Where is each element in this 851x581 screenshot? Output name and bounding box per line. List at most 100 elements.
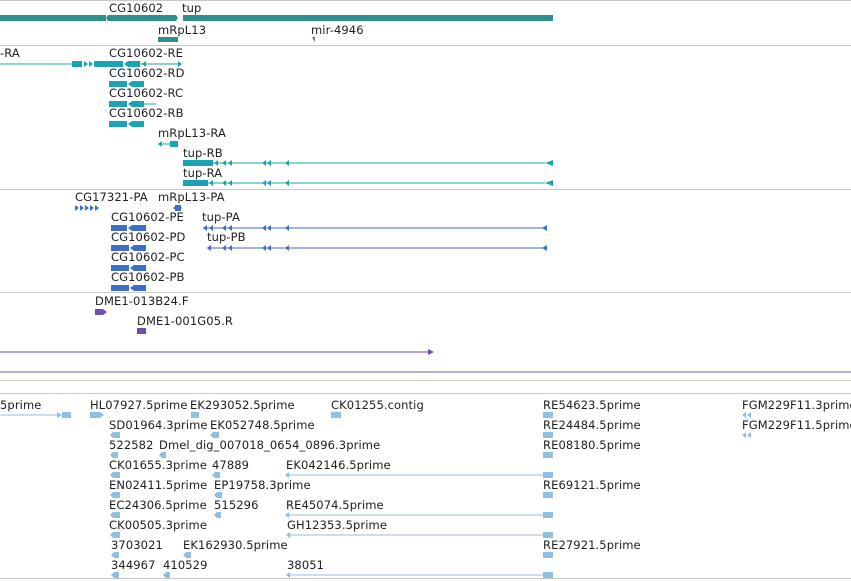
est-label[interactable]: RE54623.5prime (543, 398, 641, 412)
est-feature[interactable] (543, 492, 553, 498)
transcript-cg10602-re[interactable] (109, 61, 182, 67)
protein-tup-pb[interactable] (207, 245, 547, 251)
gene-glyph-left[interactable] (0, 15, 106, 21)
transcript-cg10602-rd[interactable] (109, 81, 144, 87)
est-feature[interactable] (163, 572, 170, 578)
est-label[interactable]: CK00505.3prime (109, 518, 208, 532)
est-label[interactable]: Dmel_dig_007018_0654_0896.3prime (159, 438, 381, 452)
gene-label-cg10602[interactable]: CG10602 (109, 1, 164, 15)
protein-cg17321-pa[interactable] (75, 205, 99, 211)
est-label[interactable]: 47889 (212, 458, 250, 472)
est-feature[interactable] (543, 412, 553, 418)
protein-label[interactable]: CG10602-PB (111, 270, 185, 284)
protein-mrpl13-pa[interactable] (173, 205, 182, 211)
est-label[interactable]: CK01255.contig (331, 398, 424, 412)
est-feature[interactable] (111, 552, 119, 558)
transcript-mrpl13-ra[interactable] (158, 141, 178, 147)
est-label[interactable]: 5prime (0, 398, 42, 412)
transcript-ra-left[interactable] (0, 61, 109, 67)
est-feature[interactable] (285, 472, 553, 478)
protein-label[interactable]: CG10602-PD (111, 230, 186, 244)
est-feature[interactable] (543, 432, 553, 438)
transcript-label[interactable]: tup-RB (183, 146, 223, 160)
est-label[interactable]: SD01964.3prime (109, 418, 208, 432)
est-feature[interactable] (212, 472, 220, 478)
est-label[interactable]: 515296 (214, 498, 259, 512)
est-feature[interactable] (110, 432, 120, 438)
protein-label[interactable]: tup-PA (202, 210, 240, 224)
est-feature[interactable] (286, 532, 553, 538)
est-label[interactable]: 410529 (163, 558, 208, 572)
est-label[interactable]: EP19758.3prime (214, 478, 311, 492)
transcript-cg10602-rc[interactable] (109, 101, 156, 107)
protein-label[interactable]: CG10602-PE (111, 210, 184, 224)
est-feature[interactable] (331, 412, 341, 418)
est-label[interactable]: EK162930.5prime (183, 538, 288, 552)
protein-label[interactable]: CG17321-PA (75, 190, 148, 204)
est-feature[interactable] (110, 492, 120, 498)
est-feature[interactable] (286, 572, 553, 578)
clone-label[interactable]: DME1-013B24.F (95, 294, 189, 308)
transcript-label[interactable]: mRpL13-RA (158, 126, 226, 140)
transcript-cg10602-rb[interactable] (109, 121, 144, 127)
gene-label-tup[interactable]: tup (182, 1, 202, 15)
est-feature[interactable] (111, 572, 119, 578)
est-label[interactable]: GH12353.5prime (287, 518, 388, 532)
est-label[interactable]: FGM229F11.5prime (742, 418, 851, 432)
clone-dme1-013b24-f[interactable] (95, 309, 107, 315)
est-label[interactable]: EK293052.5prime (190, 398, 295, 412)
protein-cg10602-pc[interactable] (111, 265, 146, 271)
est-feature[interactable] (110, 512, 120, 518)
est-label[interactable]: HL07927.5prime (90, 398, 188, 412)
clone-dme1-001g05-r[interactable] (137, 328, 146, 334)
est-label[interactable]: EN02411.5prime (109, 478, 208, 492)
est-label[interactable]: 344967 (111, 558, 156, 572)
est-feature[interactable] (742, 412, 751, 418)
est-feature[interactable] (183, 552, 191, 558)
est-label[interactable]: 522582 (109, 438, 154, 452)
est-label[interactable]: EK042146.5prime (286, 458, 391, 472)
clone-label[interactable]: DME1-001G05.R (137, 314, 233, 328)
est-feature[interactable] (0, 412, 71, 418)
est-label[interactable]: RE69121.5prime (543, 478, 641, 492)
est-feature[interactable] (191, 412, 199, 418)
est-feature[interactable] (90, 412, 104, 418)
est-feature[interactable] (214, 492, 222, 498)
protein-label[interactable]: tup-PB (207, 230, 246, 244)
transcript-label[interactable]: CG10602-RD (109, 66, 185, 80)
est-label[interactable]: RE45074.5prime (286, 498, 384, 512)
protein-label[interactable]: CG10602-PC (111, 250, 185, 264)
est-label[interactable]: 3703021 (111, 538, 163, 552)
gene-label-mrpl13[interactable]: mRpL13 (158, 23, 207, 37)
est-label[interactable]: EC24306.5prime (109, 498, 207, 512)
transcript-label[interactable]: -RA (0, 46, 20, 60)
transcript-label[interactable]: tup-RA (183, 166, 223, 180)
gene-glyph-mir-4946[interactable] (312, 37, 315, 42)
est-feature[interactable] (285, 512, 553, 518)
est-feature[interactable] (110, 452, 118, 458)
est-feature[interactable] (110, 532, 120, 538)
transcript-label[interactable]: CG10602-RC (109, 86, 184, 100)
est-label[interactable]: CK01655.3prime (109, 458, 208, 472)
transcript-label[interactable]: CG10602-RB (109, 106, 184, 120)
est-feature[interactable] (110, 472, 120, 478)
est-feature[interactable] (742, 432, 751, 438)
est-label[interactable]: FGM229F11.3prime (742, 398, 851, 412)
protein-cg10602-pd[interactable] (111, 245, 146, 251)
protein-tup-pa[interactable] (203, 225, 547, 231)
est-feature[interactable] (210, 432, 219, 438)
protein-cg10602-pb[interactable] (111, 285, 146, 291)
est-feature[interactable] (543, 552, 553, 558)
gene-glyph-cg10602[interactable] (106, 15, 178, 21)
transcript-tup-rb[interactable] (183, 160, 553, 166)
est-feature[interactable] (159, 452, 166, 458)
est-label[interactable]: RE08180.5prime (543, 438, 641, 452)
est-feature[interactable] (214, 512, 221, 518)
gene-label-mir-4946[interactable]: mir-4946 (311, 23, 364, 37)
clone-span-arrow[interactable] (0, 349, 434, 355)
gene-glyph-tup[interactable] (183, 15, 553, 21)
est-feature[interactable] (543, 452, 553, 458)
est-label[interactable]: RE27921.5prime (543, 538, 641, 552)
est-label[interactable]: EK052748.5prime (210, 418, 315, 432)
est-label[interactable]: RE24484.5prime (543, 418, 641, 432)
